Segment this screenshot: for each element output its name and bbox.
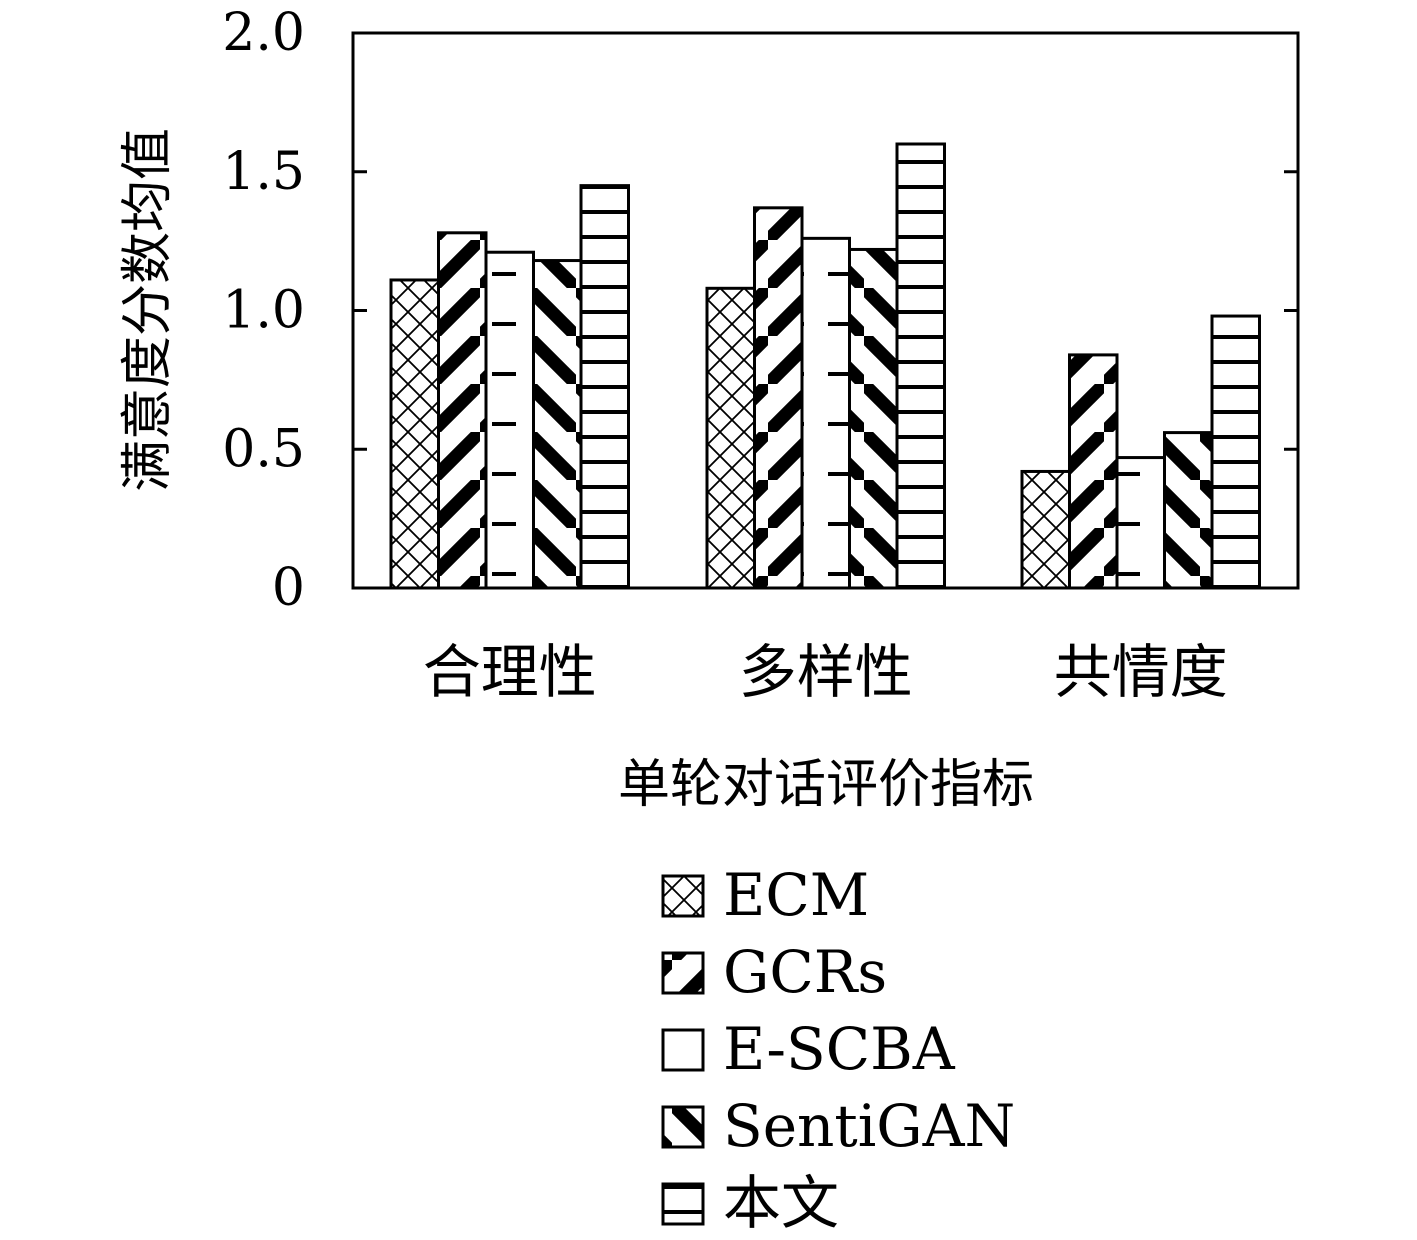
legend: ECM GCRs E-SCBA SentiGAN 本文: [661, 861, 1015, 1237]
x-tick-label: 多样性: [739, 638, 913, 706]
bar-ECM-共情度: [1020, 469, 1071, 590]
legend-swatch: [661, 1105, 705, 1149]
bar-ECM-合理性: [389, 278, 440, 590]
legend-label: GCRs: [723, 938, 887, 1006]
legend-swatch: [661, 1028, 705, 1072]
bar-本文-多样性: [895, 142, 946, 590]
y-axis: 0 0.5 1.0 1.5 2.0: [222, 3, 1298, 618]
bar-SentiGAN-多样性: [848, 247, 899, 590]
legend-swatch: [661, 951, 705, 995]
y-tick-label: 1.5: [222, 142, 305, 202]
bar-GCRs-多样性: [753, 206, 804, 590]
bar-GCRs-合理性: [437, 231, 488, 590]
legend-label: SentiGAN: [723, 1092, 1015, 1160]
bar-E-SCBA-合理性: [484, 250, 535, 590]
bar-GCRs-共情度: [1068, 353, 1119, 590]
legend-swatch: [661, 1182, 705, 1226]
legend-label: 本文: [723, 1169, 839, 1237]
bar-SentiGAN-共情度: [1163, 431, 1214, 590]
y-axis-label: 满意度分数均值: [118, 128, 178, 492]
x-tick-label: 共情度: [1054, 638, 1228, 706]
bar-本文-合理性: [579, 184, 630, 590]
y-tick-label: 0: [272, 558, 305, 618]
bar-E-SCBA-多样性: [800, 236, 851, 590]
bar-E-SCBA-共情度: [1115, 456, 1166, 590]
y-tick-label: 0.5: [222, 419, 305, 479]
x-tick-label: 合理性: [423, 638, 597, 706]
x-axis-label: 单轮对话评价指标: [618, 755, 1034, 815]
bar-SentiGAN-合理性: [532, 259, 583, 590]
x-axis: 合理性 多样性 共情度: [423, 638, 1228, 706]
legend-swatch: [661, 874, 705, 918]
bar-ECM-多样性: [705, 286, 756, 590]
y-tick-label: 2.0: [222, 3, 305, 63]
bars-group: [389, 142, 1261, 590]
legend-label: E-SCBA: [723, 1015, 956, 1083]
y-tick-label: 1.0: [222, 281, 305, 341]
bar-本文-共情度: [1210, 314, 1261, 590]
legend-label: ECM: [723, 861, 869, 929]
